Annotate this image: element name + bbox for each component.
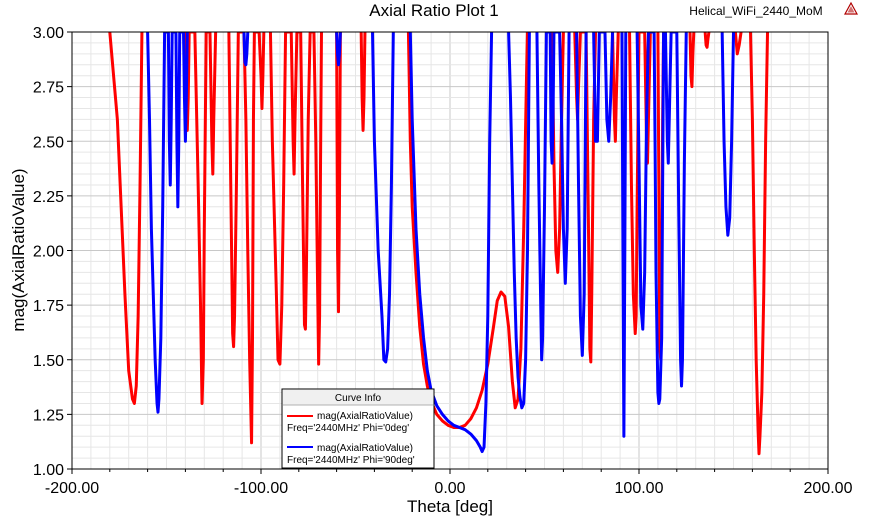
series-line-segment — [535, 32, 571, 362]
series-line-segment — [335, 32, 342, 314]
series-line-segment — [242, 32, 250, 67]
project-name: Helical_WiFi_2440_MoM — [689, 4, 822, 18]
legend-name-phi-0: mag(AxialRatioValue) — [317, 411, 413, 422]
series-line-segment — [733, 32, 743, 56]
y-tick-label: 2.50 — [33, 134, 64, 151]
series-line-segment — [575, 32, 588, 357]
legend-name-phi-90: mag(AxialRatioValue) — [317, 443, 413, 454]
x-tick-label: 100.00 — [615, 480, 664, 497]
series-line-segment — [227, 32, 266, 445]
legend[interactable]: Curve Info mag(AxialRatioValue) Freq='24… — [281, 388, 435, 469]
y-tick-label: 2.25 — [33, 189, 64, 206]
series-line-segment — [592, 32, 615, 143]
series-layer — [108, 32, 770, 456]
legend-header — [283, 390, 433, 405]
ticks: -200.00 -100.00 0.00 100.00 200.00 1.00 1.25 1.… — [33, 25, 853, 497]
series-line-segment — [749, 32, 770, 456]
series-line-segment — [507, 32, 531, 410]
legend-subtitle-phi-0: Freq='2440MHz' Phi='0deg' — [287, 423, 409, 434]
chart-title: Axial Ratio Plot 1 — [369, 1, 498, 20]
series-line-segment — [406, 32, 529, 429]
series-line-segment — [371, 32, 395, 364]
x-tick-label: -200.00 — [45, 480, 99, 497]
series-line-segment — [720, 32, 735, 237]
y-tick-label: 2.00 — [33, 244, 64, 261]
series-line-segment — [108, 32, 144, 405]
y-tick-label: 1.25 — [33, 407, 64, 424]
series-line-segment — [359, 32, 367, 132]
series-line-segment — [335, 32, 342, 67]
legend-entry-phi-0[interactable]: mag(AxialRatioValue) Freq='2440MHz' Phi=… — [287, 411, 413, 434]
series-line-segment — [703, 32, 711, 49]
series-line-segment — [635, 32, 688, 405]
series-line-segment — [146, 32, 189, 414]
series-line-segment — [611, 32, 620, 143]
y-axis-label: mag(AxialRatioValue) — [9, 168, 28, 331]
series-line-segment — [408, 32, 494, 454]
legend-subtitle-phi-90: Freq='2440MHz' Phi='90deg' — [287, 455, 415, 466]
series-1 — [146, 32, 735, 454]
series-line-segment — [688, 32, 696, 89]
series-line-segment — [268, 32, 323, 366]
legend-title: Curve Info — [335, 393, 382, 404]
series-line-segment — [620, 32, 628, 438]
y-tick-label: 3.00 — [33, 25, 64, 42]
x-tick-label: 0.00 — [434, 480, 465, 497]
x-tick-label: -100.00 — [234, 480, 288, 497]
y-tick-label: 1.00 — [33, 462, 64, 479]
y-tick-label: 1.50 — [33, 353, 64, 370]
x-axis-label: Theta [deg] — [407, 497, 493, 516]
y-tick-label: 1.75 — [33, 298, 64, 315]
series-line-segment — [183, 32, 218, 405]
y-tick-label: 2.75 — [33, 80, 64, 97]
ansys-logo-icon — [843, 1, 859, 15]
legend-entry-phi-90[interactable]: mag(AxialRatioValue) Freq='2440MHz' Phi=… — [287, 443, 415, 466]
x-tick-label: 200.00 — [804, 480, 853, 497]
